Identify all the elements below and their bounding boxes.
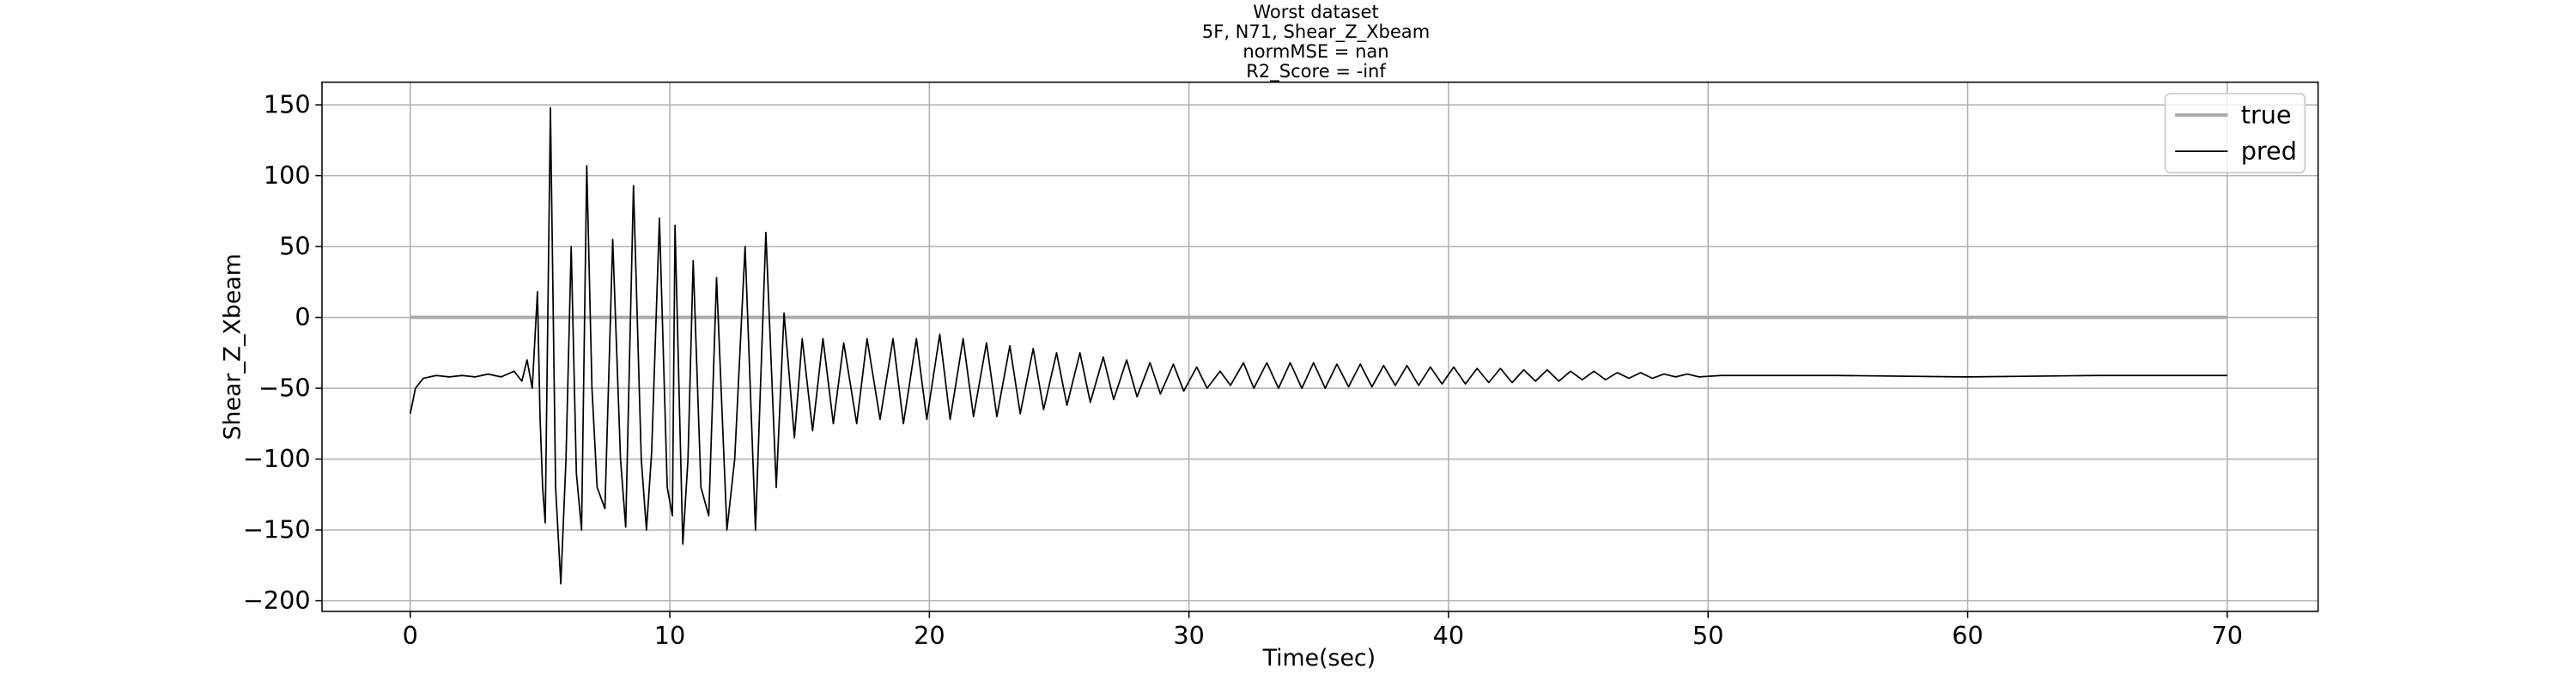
x-tick-label: 50 xyxy=(1692,621,1724,650)
x-tick-label: 10 xyxy=(654,621,686,650)
x-axis-label: Time(sec) xyxy=(1262,645,1376,672)
x-tick-label: 60 xyxy=(1952,621,1984,650)
x-tick-label: 70 xyxy=(2212,621,2244,650)
y-tick-label: −200 xyxy=(243,586,311,615)
y-tick-label: 50 xyxy=(279,232,311,261)
y-tick-label: −50 xyxy=(258,374,311,403)
chart-title: normMSE = nan xyxy=(1242,40,1388,62)
y-tick-label: 0 xyxy=(295,302,310,331)
chart-title: Worst dataset xyxy=(1253,1,1378,22)
y-axis-label: Shear_Z_Xbeam xyxy=(219,253,246,440)
x-tick-label: 20 xyxy=(914,621,945,650)
x-tick-label: 30 xyxy=(1173,621,1205,650)
y-tick-label: 100 xyxy=(264,161,311,190)
legend-label: true xyxy=(2241,100,2292,130)
legend-label: pred xyxy=(2241,137,2297,166)
x-tick-label: 0 xyxy=(403,621,418,650)
x-tick-label: 40 xyxy=(1433,621,1465,650)
y-tick-label: −100 xyxy=(243,444,311,473)
chart-title: 5F, N71, Shear_Z_Xbeam xyxy=(1202,21,1430,43)
line-series xyxy=(409,106,2227,585)
legend: true pred xyxy=(2164,93,2306,173)
plot-frame xyxy=(321,81,2319,612)
y-tick-label: 150 xyxy=(264,90,311,119)
chart-title: R2_Score = -inf xyxy=(1246,60,1386,82)
y-tick-label: −150 xyxy=(243,515,311,544)
